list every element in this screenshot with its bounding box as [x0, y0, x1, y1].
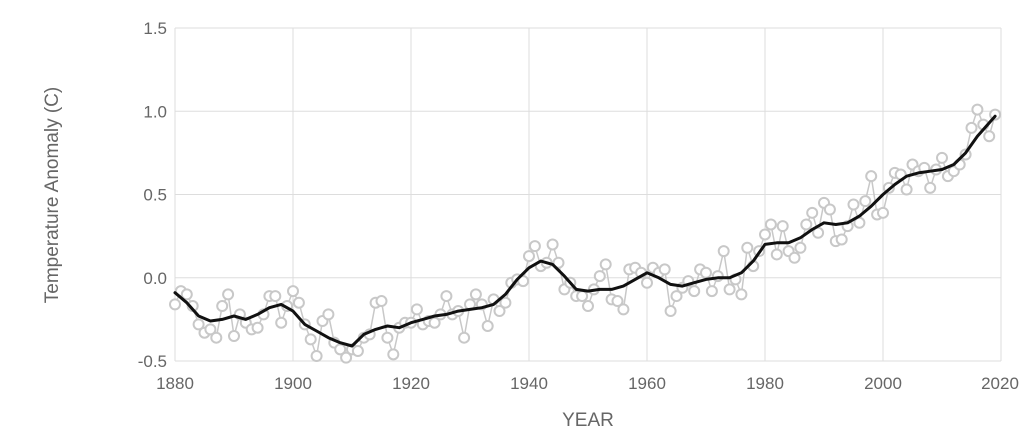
grid — [174, 27, 1002, 362]
smoothed-line — [173, 114, 997, 348]
annual-point — [204, 323, 217, 336]
annual-point — [546, 238, 559, 251]
annual-point — [865, 170, 878, 183]
annual-point — [287, 285, 299, 298]
annual-point — [924, 181, 937, 194]
annual-point — [351, 345, 364, 358]
annual-point — [847, 198, 860, 211]
x-axis-ticks: 1880 1900 1920 1940 1960 1980 2000 2020 — [156, 374, 1019, 393]
annual-point — [275, 316, 288, 329]
annual-point — [192, 318, 205, 331]
annual-point — [664, 305, 677, 318]
y-tick-label: 1.0 — [143, 102, 167, 121]
smoothed-series — [173, 114, 997, 348]
annual-point — [222, 288, 235, 301]
annual-point — [599, 258, 612, 271]
annual-point — [210, 331, 223, 344]
annual-point — [517, 275, 530, 288]
x-tick-label: 1940 — [510, 374, 548, 393]
x-tick-label: 1880 — [156, 374, 194, 393]
y-tick-label: 0.0 — [143, 269, 167, 288]
annual-point — [493, 305, 506, 318]
annual-point — [723, 283, 736, 296]
x-tick-label: 1960 — [628, 374, 666, 393]
x-tick-label: 1920 — [392, 374, 430, 393]
annual-point — [576, 290, 589, 303]
annual-point — [310, 350, 323, 363]
annual-point — [481, 320, 494, 333]
y-tick-label: 1.5 — [143, 19, 167, 38]
annual-point — [410, 303, 423, 316]
x-tick-label: 1900 — [274, 374, 312, 393]
annual-point — [304, 333, 317, 346]
annual-point — [823, 203, 836, 216]
annual-point — [741, 241, 754, 254]
annual-point — [971, 103, 984, 116]
annual-point — [552, 256, 565, 269]
annual-point — [800, 218, 813, 231]
annual-point — [705, 285, 718, 298]
annual-point — [593, 270, 606, 283]
annual-point — [859, 195, 872, 208]
annual-point — [375, 295, 388, 308]
annual-point — [292, 296, 305, 309]
annual-point — [658, 263, 671, 276]
annual-point — [776, 220, 789, 233]
annual-point — [169, 298, 181, 311]
annual-point — [670, 290, 683, 303]
annual-point — [788, 251, 801, 264]
y-axis-title: Temperature Anomaly (C) — [42, 87, 63, 303]
annual-point — [735, 288, 748, 301]
y-tick-label: -0.5 — [138, 352, 167, 371]
y-tick-label: 0.5 — [143, 186, 167, 205]
annual-point — [523, 250, 535, 263]
annual-point — [900, 183, 913, 196]
annual-point — [877, 206, 889, 219]
annual-point — [770, 248, 783, 261]
annual-point — [611, 295, 624, 308]
x-tick-label: 1980 — [746, 374, 784, 393]
annual-point — [381, 331, 394, 344]
annual-point — [269, 290, 282, 303]
annual-point — [617, 303, 630, 316]
annual-point — [428, 316, 441, 329]
x-tick-label: 2020 — [981, 374, 1019, 393]
annual-point — [717, 245, 730, 258]
annual-point — [688, 285, 701, 298]
y-axis-ticks: -0.5 0.0 0.5 1.0 1.5 — [138, 19, 167, 371]
annual-point — [251, 321, 264, 334]
annual-point — [936, 151, 948, 164]
annual-point — [322, 308, 335, 321]
annual-point — [983, 130, 996, 143]
annual-point — [794, 241, 807, 254]
annual-point — [228, 330, 240, 343]
annual-point — [965, 121, 978, 134]
annual-point — [582, 300, 594, 313]
annual-point — [340, 351, 353, 364]
annual-point — [387, 348, 400, 361]
x-axis-title: YEAR — [562, 410, 614, 431]
annual-point — [216, 300, 229, 313]
annual-point — [700, 266, 712, 279]
annual-point — [759, 228, 771, 241]
annual-point — [806, 206, 819, 219]
annual-point — [764, 218, 777, 231]
annual-point — [440, 290, 453, 303]
annual-point — [835, 233, 848, 246]
annual-point — [528, 240, 541, 253]
annual-point — [458, 331, 471, 344]
annual-point — [641, 276, 653, 289]
annual-point — [334, 343, 347, 356]
annual-point — [180, 288, 193, 301]
x-tick-label: 2000 — [864, 374, 902, 393]
annual-point — [499, 296, 512, 309]
annual-point — [469, 288, 482, 301]
